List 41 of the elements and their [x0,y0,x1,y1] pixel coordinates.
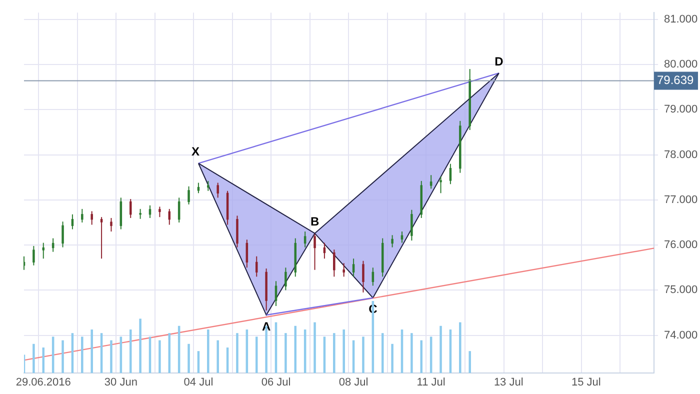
y-tick-label: 74.000 [664,329,698,342]
bar [362,336,364,373]
y-tick-label: 75.000 [664,284,698,296]
bar [188,344,190,373]
bar [333,332,336,373]
y-tick-label: 77.000 [664,194,698,206]
x-tick-label: 29.06.2016 [16,376,71,388]
bar [32,344,35,373]
bar [110,340,112,373]
bar [391,344,394,373]
bar [314,322,316,373]
bar [459,322,462,373]
annotation: D [494,54,504,68]
bar [158,340,161,373]
bar [81,336,84,373]
bar [236,332,238,373]
x-tick-label: 04 Jul [184,376,214,388]
bar [410,332,413,373]
x-tick-label: 15 Jul [571,376,601,388]
x-tick-label: 06 Jul [261,376,291,388]
bar [468,350,471,373]
y-tick-label: 76.000 [664,239,698,252]
x-tick-label: 11 Jul [416,376,446,388]
bar [62,340,64,373]
x-tick-label: 13 Jul [494,376,524,388]
bar [207,329,210,373]
y-tick-label: 81.000 [664,13,698,26]
annotation: X [191,144,200,159]
bar [342,329,345,373]
y-tick-label: 80.000 [664,58,698,71]
y-tick-label: 78.000 [664,148,698,161]
x-tick-label: 30 Jun [104,376,138,388]
bar [440,326,442,373]
x-tick-label: 08 Jul [338,376,368,388]
bar [284,332,287,373]
annotation: B [310,214,320,229]
y-tick-label: 79.000 [664,104,698,116]
bar [216,340,219,373]
ref-line-label: 79.639 [657,73,694,88]
bar [90,329,93,373]
bar [139,318,142,373]
